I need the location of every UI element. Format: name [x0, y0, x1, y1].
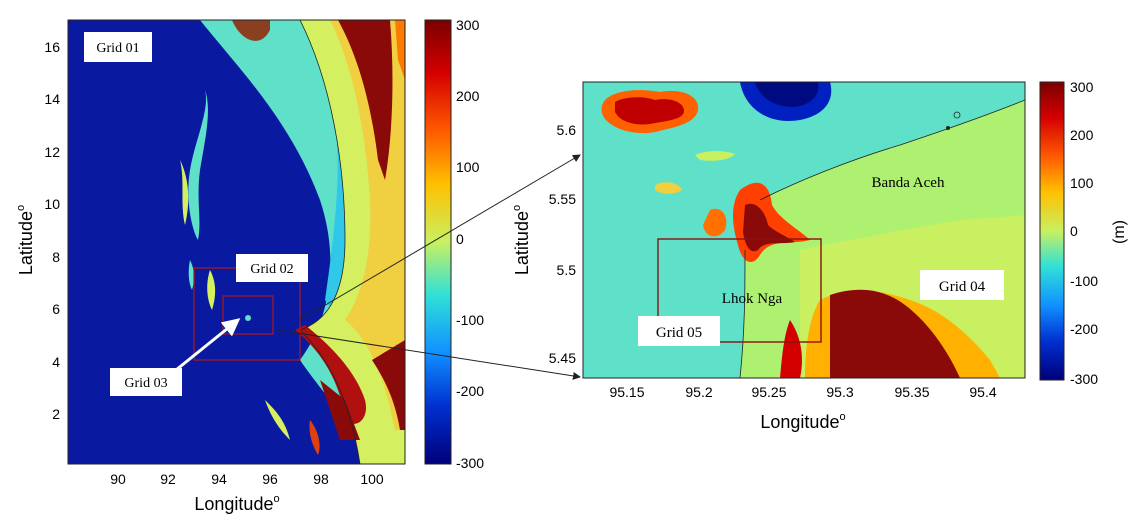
left-ytick: 16: [44, 39, 60, 55]
left-xtick: 90: [110, 471, 126, 487]
grid03-box: [222, 295, 274, 335]
right-ytick: 5.55: [549, 191, 576, 207]
label-grid04: Grid 04: [920, 270, 1004, 300]
label-grid02: Grid 02: [236, 254, 308, 282]
label-grid05: Grid 05: [638, 316, 720, 346]
left-ytick: 2: [52, 406, 60, 422]
right-ytick: 5.45: [549, 350, 576, 366]
grid05-box: [657, 238, 822, 343]
left-ylabel: Latitudeo: [15, 205, 36, 275]
zoom-arrow-top: [299, 154, 581, 321]
right-xtick: 95.4: [969, 384, 996, 400]
label-lhok-nga: Lhok Nga: [722, 291, 783, 307]
right-cbar-tick: 100: [1070, 175, 1094, 191]
left-ytick: 12: [44, 144, 60, 160]
label-grid01: Grid 01: [84, 32, 152, 62]
left-cbar-tick: 300: [456, 17, 480, 33]
grid03-arrow: [175, 318, 241, 372]
svg-text:Latitudeo: Latitudeo: [15, 205, 36, 275]
left-ytick: 4: [52, 354, 60, 370]
left-xtick: 96: [262, 471, 278, 487]
left-cbar-tick: -300: [456, 455, 484, 471]
svg-text:Grid 02: Grid 02: [250, 262, 293, 277]
left-ytick: 8: [52, 249, 60, 265]
left-cbar-tick: -100: [456, 312, 484, 328]
svg-text:Grid 01: Grid 01: [96, 41, 139, 56]
right-cbar-tick: 200: [1070, 127, 1094, 143]
right-cbar-tick: -300: [1070, 371, 1098, 387]
left-cbar-tick: -200: [456, 383, 484, 399]
svg-text:Latitudeo: Latitudeo: [511, 205, 532, 275]
right-colorbar: [1039, 81, 1065, 381]
left-xtick: 98: [313, 471, 329, 487]
right-xtick: 95.25: [751, 384, 786, 400]
right-ytick: 5.5: [557, 262, 577, 278]
right-xtick: 95.2: [685, 384, 712, 400]
left-cbar-tick: 100: [456, 159, 480, 175]
left-ytick: 10: [44, 196, 60, 212]
left-xticks: 90 92 94 96 98 100: [110, 471, 384, 487]
right-xticks: 95.15 95.2 95.25 95.3 95.35 95.4: [609, 384, 996, 400]
right-yticks: 5.45 5.5 5.55 5.6: [549, 122, 576, 366]
right-xtick: 95.35: [894, 384, 929, 400]
left-cbar-tick: 200: [456, 88, 480, 104]
left-yticks: 2 4 6 8 10 12 14 16: [44, 39, 60, 422]
label-banda-aceh: Banda Aceh: [872, 175, 945, 191]
right-cbar-tick: -200: [1070, 321, 1098, 337]
svg-text:Grid 04: Grid 04: [939, 279, 986, 295]
right-cbar-tick: -100: [1070, 273, 1098, 289]
left-map: [68, 20, 405, 464]
right-map: [583, 82, 1025, 378]
left-colorbar: [424, 19, 452, 465]
left-ytick: 14: [44, 91, 60, 107]
right-ytick: 5.6: [557, 122, 577, 138]
right-colorbar-ticks: 300 200 100 0 -100 -200 -300: [1070, 79, 1098, 387]
right-colorbar-unit: (m): [1111, 220, 1128, 244]
left-xtick: 94: [211, 471, 227, 487]
left-map-frame: [67, 19, 406, 465]
right-map-frame: [582, 81, 1026, 379]
svg-text:Grid 05: Grid 05: [656, 325, 702, 341]
svg-text:Grid 03: Grid 03: [124, 376, 167, 391]
left-colorbar-ticks: 300 200 100 0 -100 -200 -300: [456, 17, 484, 471]
right-xtick: 95.15: [609, 384, 644, 400]
right-ylabel: Latitudeo: [511, 205, 532, 275]
left-ytick: 6: [52, 301, 60, 317]
right-xtick: 95.3: [826, 384, 853, 400]
right-xlabel: Longitudeo: [760, 411, 845, 432]
svg-text:Longitudeo: Longitudeo: [194, 493, 279, 514]
left-xtick: 92: [160, 471, 176, 487]
right-cbar-tick: 0: [1070, 223, 1078, 239]
left-cbar-tick: 0: [456, 231, 464, 247]
left-xlabel: Longitudeo: [194, 493, 279, 514]
zoom-arrow-bottom: [277, 329, 581, 380]
right-cbar-tick: 300: [1070, 79, 1094, 95]
svg-text:Longitudeo: Longitudeo: [760, 411, 845, 432]
svg-text:(m): (m): [1111, 220, 1128, 244]
label-grid03: Grid 03: [110, 368, 182, 396]
left-xtick: 100: [360, 471, 384, 487]
